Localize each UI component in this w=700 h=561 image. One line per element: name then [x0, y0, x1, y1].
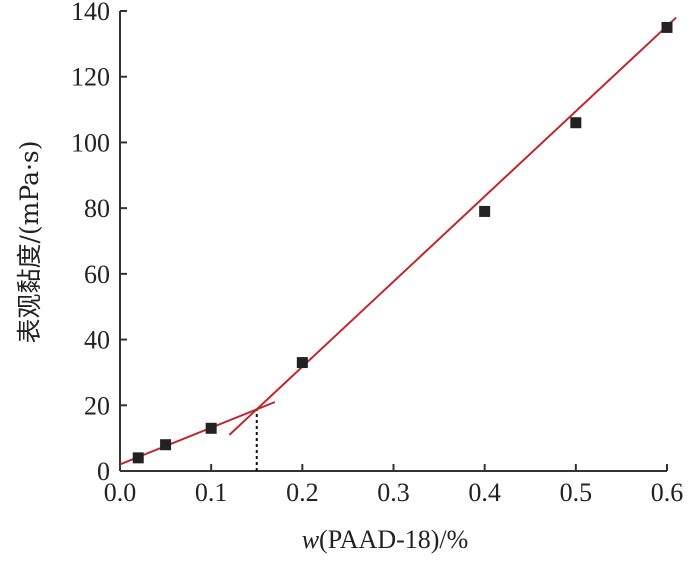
x-axis-title-variable: w — [302, 525, 320, 554]
y-tick-label: 120 — [71, 63, 110, 92]
y-tick-label: 0 — [97, 457, 110, 486]
y-tick-label: 100 — [71, 128, 110, 157]
plot-area: 0 20 40 60 80 100 120 140 0.0 0.1 0.2 0.3 0.4 0.5 0.6 — [71, 0, 683, 507]
y-tick-label: 80 — [84, 194, 110, 223]
fit-line-1 — [119, 401, 276, 466]
x-tick-label: 0.2 — [286, 478, 319, 507]
y-tick-label: 20 — [84, 391, 110, 420]
data-point — [661, 21, 673, 33]
y-tick-label: 140 — [71, 0, 110, 26]
x-tick-label: 0.3 — [377, 478, 410, 507]
x-tick-label: 0.5 — [560, 478, 593, 507]
y-tick-label: 60 — [84, 260, 110, 289]
x-tick-label: 0.1 — [195, 478, 228, 507]
x-axis-title: w(PAAD-18)/% — [302, 525, 469, 554]
x-tick-label: 0.0 — [104, 478, 137, 507]
x-axis-title-text: (PAAD-18)/% — [319, 525, 468, 554]
x-tick-label: 0.4 — [468, 478, 501, 507]
fit-line-2 — [228, 16, 677, 436]
x-tick-label: 0.6 — [651, 478, 684, 507]
data-point — [570, 117, 582, 129]
data-point — [132, 452, 144, 464]
y-tick-label: 40 — [84, 326, 110, 355]
data-point — [160, 439, 172, 451]
data-point — [296, 357, 308, 369]
data-point — [205, 422, 217, 434]
y-axis-title: 表观黏度/(mPa·s) — [15, 140, 44, 343]
data-point — [479, 205, 491, 217]
